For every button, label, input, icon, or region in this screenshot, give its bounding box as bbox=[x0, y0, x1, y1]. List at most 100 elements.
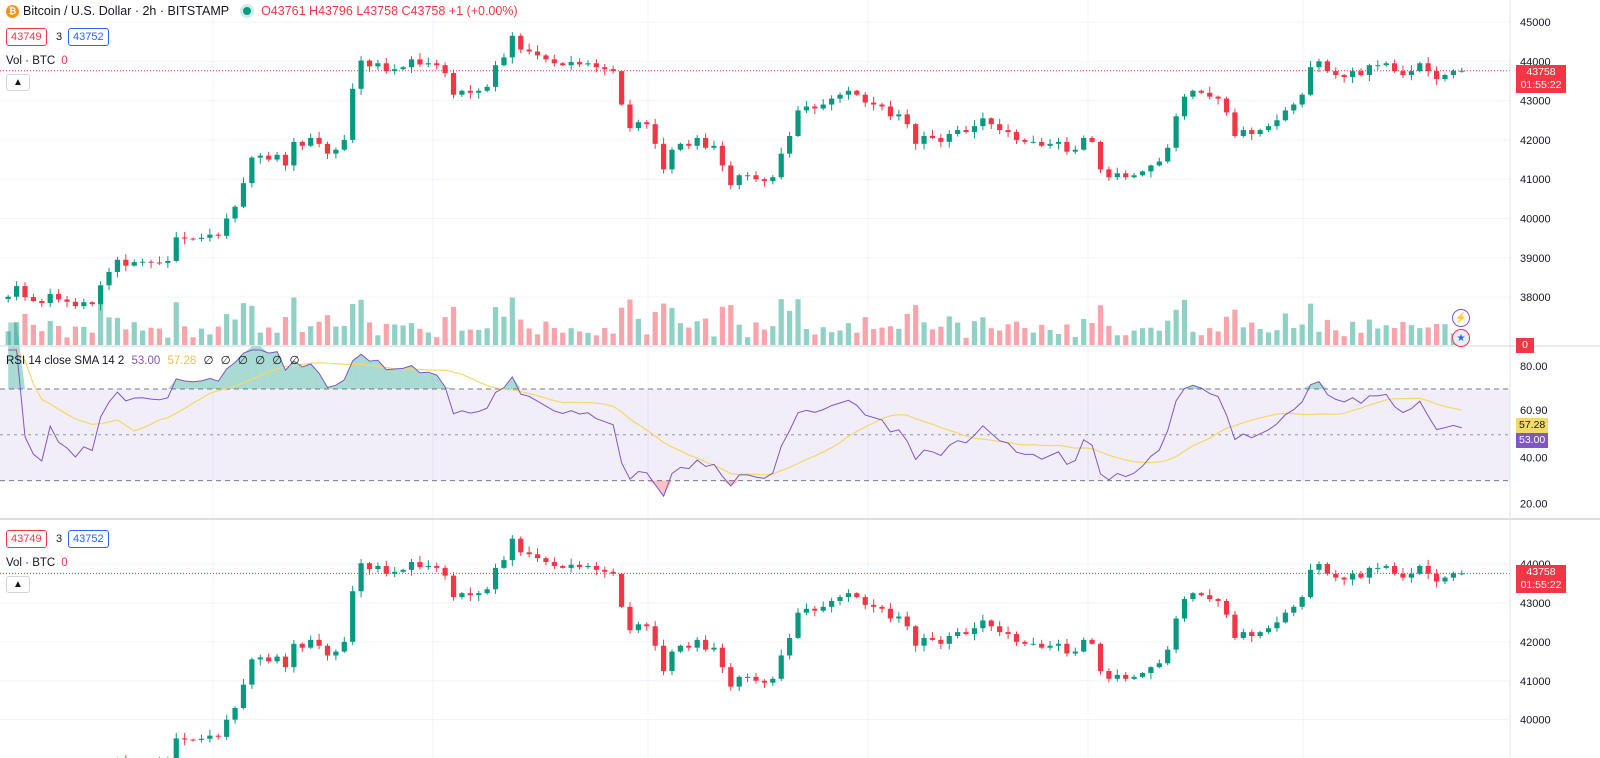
candle-body bbox=[308, 639, 314, 648]
candle-body bbox=[913, 124, 919, 144]
countdown-secondary: 01:55:22 bbox=[1520, 579, 1562, 591]
candle-body bbox=[744, 175, 751, 177]
candle-body bbox=[669, 149, 675, 170]
candle-body bbox=[358, 563, 364, 592]
rsi-tick-label: 40.00 bbox=[1520, 453, 1548, 465]
candle-body bbox=[1207, 92, 1213, 97]
candle-body bbox=[1030, 643, 1036, 645]
candle-body bbox=[1383, 565, 1389, 568]
candle-body bbox=[190, 238, 196, 240]
volume-bar bbox=[392, 324, 398, 345]
ohlc-low: L43758 bbox=[356, 4, 399, 18]
candle-body bbox=[1249, 632, 1255, 637]
candle-body bbox=[408, 59, 415, 68]
volume-bar bbox=[1030, 332, 1036, 345]
candle-body bbox=[1450, 573, 1457, 578]
candle-body bbox=[1131, 175, 1137, 178]
candle-body bbox=[686, 143, 692, 146]
volume-bar bbox=[568, 328, 574, 345]
candle-body bbox=[879, 104, 885, 107]
candle-body bbox=[64, 299, 70, 302]
rsi-value: 53.00 bbox=[131, 355, 161, 367]
candle-body bbox=[1190, 90, 1196, 97]
us-flag-icon[interactable]: ★ bbox=[1452, 329, 1470, 347]
candle-body bbox=[753, 676, 759, 681]
buy-button[interactable]: 43752 bbox=[68, 28, 109, 46]
rsi-overbought-fill bbox=[243, 346, 252, 389]
volume-bar bbox=[913, 305, 919, 345]
candle-body bbox=[1282, 110, 1288, 121]
rsi-oversold-fill bbox=[663, 480, 672, 497]
volume-bar bbox=[1324, 319, 1330, 345]
volume-bar bbox=[333, 326, 339, 345]
candle-body bbox=[1274, 120, 1280, 127]
ohlc-change: +1 (+0.00%) bbox=[448, 4, 518, 18]
candle-body bbox=[560, 565, 566, 568]
lightning-icon[interactable]: ⚡ bbox=[1452, 309, 1470, 327]
candle-body bbox=[249, 659, 255, 685]
volume-bar bbox=[686, 327, 692, 345]
candle-body bbox=[1366, 567, 1372, 578]
candle-body bbox=[308, 137, 314, 146]
volume-bar bbox=[929, 329, 936, 345]
candle-body bbox=[1400, 71, 1406, 76]
volume-bar bbox=[702, 318, 709, 345]
candle-body bbox=[392, 571, 398, 574]
collapse-button[interactable]: ▲ bbox=[6, 74, 30, 91]
volume-bar bbox=[560, 332, 566, 345]
candle-body bbox=[1408, 573, 1414, 578]
candle-body bbox=[282, 154, 289, 166]
candle-body bbox=[921, 637, 927, 646]
candle-body bbox=[677, 143, 683, 150]
rsi-overbought-fill bbox=[344, 360, 353, 389]
candle-body bbox=[728, 667, 734, 687]
collapse-button-secondary[interactable]: ▲ bbox=[6, 576, 30, 593]
sell-button-secondary[interactable]: 43749 bbox=[6, 530, 47, 548]
volume-bar bbox=[22, 313, 28, 345]
volume-bar bbox=[1232, 309, 1238, 345]
candle-body bbox=[1240, 632, 1246, 638]
candle-body bbox=[1181, 96, 1188, 117]
candle-body bbox=[997, 626, 1003, 633]
volume-bar bbox=[484, 328, 490, 345]
candle-body bbox=[1274, 622, 1280, 629]
candle-body bbox=[207, 735, 213, 739]
buy-button-secondary[interactable]: 43752 bbox=[68, 530, 109, 548]
volume-bar bbox=[156, 328, 163, 345]
rsi-overbought-fill bbox=[201, 378, 210, 389]
candle-body bbox=[400, 67, 406, 70]
candle-body bbox=[1307, 67, 1314, 95]
candle-body bbox=[467, 593, 473, 596]
sell-button[interactable]: 43749 bbox=[6, 28, 47, 46]
candle-body bbox=[1341, 75, 1347, 78]
candle-body bbox=[576, 62, 583, 65]
candle-body bbox=[644, 624, 650, 627]
candle-body bbox=[988, 118, 994, 125]
candle-body bbox=[316, 639, 322, 646]
volume-bar bbox=[534, 334, 541, 345]
volume-bar bbox=[887, 326, 894, 345]
volume-bar bbox=[106, 317, 112, 345]
candle-body bbox=[72, 301, 79, 307]
volume-bar bbox=[518, 319, 524, 345]
candle-body bbox=[56, 293, 62, 300]
volume-bar bbox=[728, 305, 734, 345]
candle-body bbox=[526, 552, 532, 555]
volume-bar bbox=[1265, 332, 1272, 345]
volume-bar bbox=[408, 323, 415, 345]
candle-body bbox=[299, 643, 305, 648]
symbol-title[interactable]: Bitcoin / U.S. Dollar · 2h · BITSTAMP bbox=[23, 4, 230, 18]
volume-bar bbox=[1391, 327, 1398, 345]
candle-body bbox=[1232, 614, 1238, 638]
rsi-overbought-fill bbox=[335, 379, 345, 389]
volume-bar bbox=[299, 331, 305, 345]
symbol-legend: ₿ Bitcoin / U.S. Dollar · 2h · BITSTAMP … bbox=[6, 4, 518, 18]
volume-bar bbox=[240, 303, 247, 345]
candle-body bbox=[795, 612, 801, 638]
candle-body bbox=[1123, 674, 1129, 679]
volume-bar bbox=[1064, 324, 1070, 345]
candle-body bbox=[829, 98, 835, 105]
volume-bar bbox=[1047, 329, 1053, 345]
candle-body bbox=[669, 651, 675, 672]
